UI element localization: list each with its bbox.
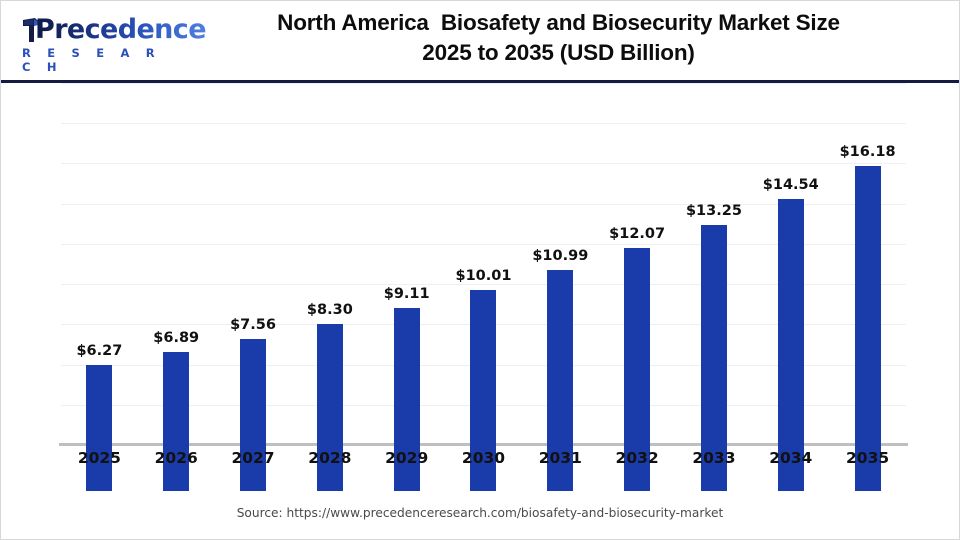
bar-value-label: $8.30 <box>306 302 353 319</box>
bar-slot[interactable]: $6.27 <box>61 131 138 493</box>
gridline <box>61 203 906 205</box>
bar-value-label: $10.99 <box>532 247 589 264</box>
gridline <box>61 163 906 165</box>
bar[interactable] <box>86 364 113 491</box>
bar[interactable] <box>470 289 497 491</box>
bar-slot[interactable]: $16.18 <box>829 131 906 493</box>
bar[interactable] <box>624 248 651 491</box>
x-axis-tick-label: 2034 <box>769 449 813 467</box>
x-axis-tick-label: 2032 <box>615 449 659 467</box>
bar-slot[interactable]: $13.25 <box>676 131 753 493</box>
header-divider <box>1 80 959 83</box>
bar-value-label: $13.25 <box>685 202 742 219</box>
bar[interactable] <box>393 307 420 491</box>
bar[interactable] <box>777 198 804 491</box>
bar-slot[interactable]: $9.11 <box>368 131 445 493</box>
bar[interactable] <box>700 224 727 491</box>
x-axis-tick-label: 2033 <box>692 449 736 467</box>
bar[interactable] <box>316 324 343 491</box>
logo-subtitle: R E S E A R C H <box>22 46 161 74</box>
x-axis-tick-label: 2031 <box>538 449 582 467</box>
bar[interactable] <box>547 269 574 491</box>
bar[interactable] <box>163 352 190 491</box>
x-axis-tick-label: 2029 <box>385 449 429 467</box>
bar-value-label: $16.18 <box>839 143 896 160</box>
bar-value-label: $9.11 <box>383 285 430 302</box>
gridline <box>61 243 906 245</box>
bar[interactable] <box>854 165 881 491</box>
gridline <box>61 123 906 125</box>
gridline <box>61 83 906 84</box>
bar-chart-plot-area: $6.27 $6.89 $7.56 $8.30 $9.11 $10.01 $10.99 $12… <box>1 83 959 493</box>
bar-value-label: $6.89 <box>153 330 200 347</box>
x-axis-tick-label: 2035 <box>846 449 890 467</box>
precedence-research-logo: Precedence R E S E A R C H <box>15 13 207 75</box>
bar-slot[interactable]: $10.99 <box>522 131 599 493</box>
title-line-1: North America Biosafety and Biosecurity … <box>277 10 840 35</box>
x-axis-tick-label: 2027 <box>231 449 275 467</box>
x-axis-tick-label: 2030 <box>461 449 506 467</box>
bar-slot[interactable]: $8.30 <box>291 131 368 493</box>
gridline <box>61 284 906 286</box>
bar-slot[interactable]: $6.89 <box>138 131 215 493</box>
page-title: North America Biosafety and Biosecurity … <box>196 8 921 68</box>
bar-value-label: $7.56 <box>230 316 276 333</box>
x-axis-tick-label: 2025 <box>77 449 121 467</box>
source-caption: Source: https://www.precedenceresearch.c… <box>236 506 724 520</box>
chart-header: Precedence R E S E A R C H North America… <box>1 1 959 83</box>
bar-value-label: $14.54 <box>762 176 819 193</box>
bar[interactable] <box>240 338 267 491</box>
bar-value-label: $6.27 <box>76 342 123 359</box>
bar-slot[interactable]: $7.56 <box>215 131 292 493</box>
bar-slot[interactable]: $10.01 <box>445 131 522 493</box>
title-line-2: 2025 to 2035 (USD Billion) <box>422 40 695 65</box>
logo-wordmark: Precedence <box>35 14 207 45</box>
bar-value-label: $12.07 <box>609 226 666 243</box>
bar-slot[interactable]: $14.54 <box>752 131 829 493</box>
bar-value-label: $10.01 <box>455 267 512 284</box>
x-axis-tick-label: 2028 <box>308 449 352 467</box>
bar-slot[interactable]: $12.07 <box>599 131 676 493</box>
x-axis-tick-label: 2026 <box>154 449 198 467</box>
precedence-leaf-mark <box>23 18 41 42</box>
